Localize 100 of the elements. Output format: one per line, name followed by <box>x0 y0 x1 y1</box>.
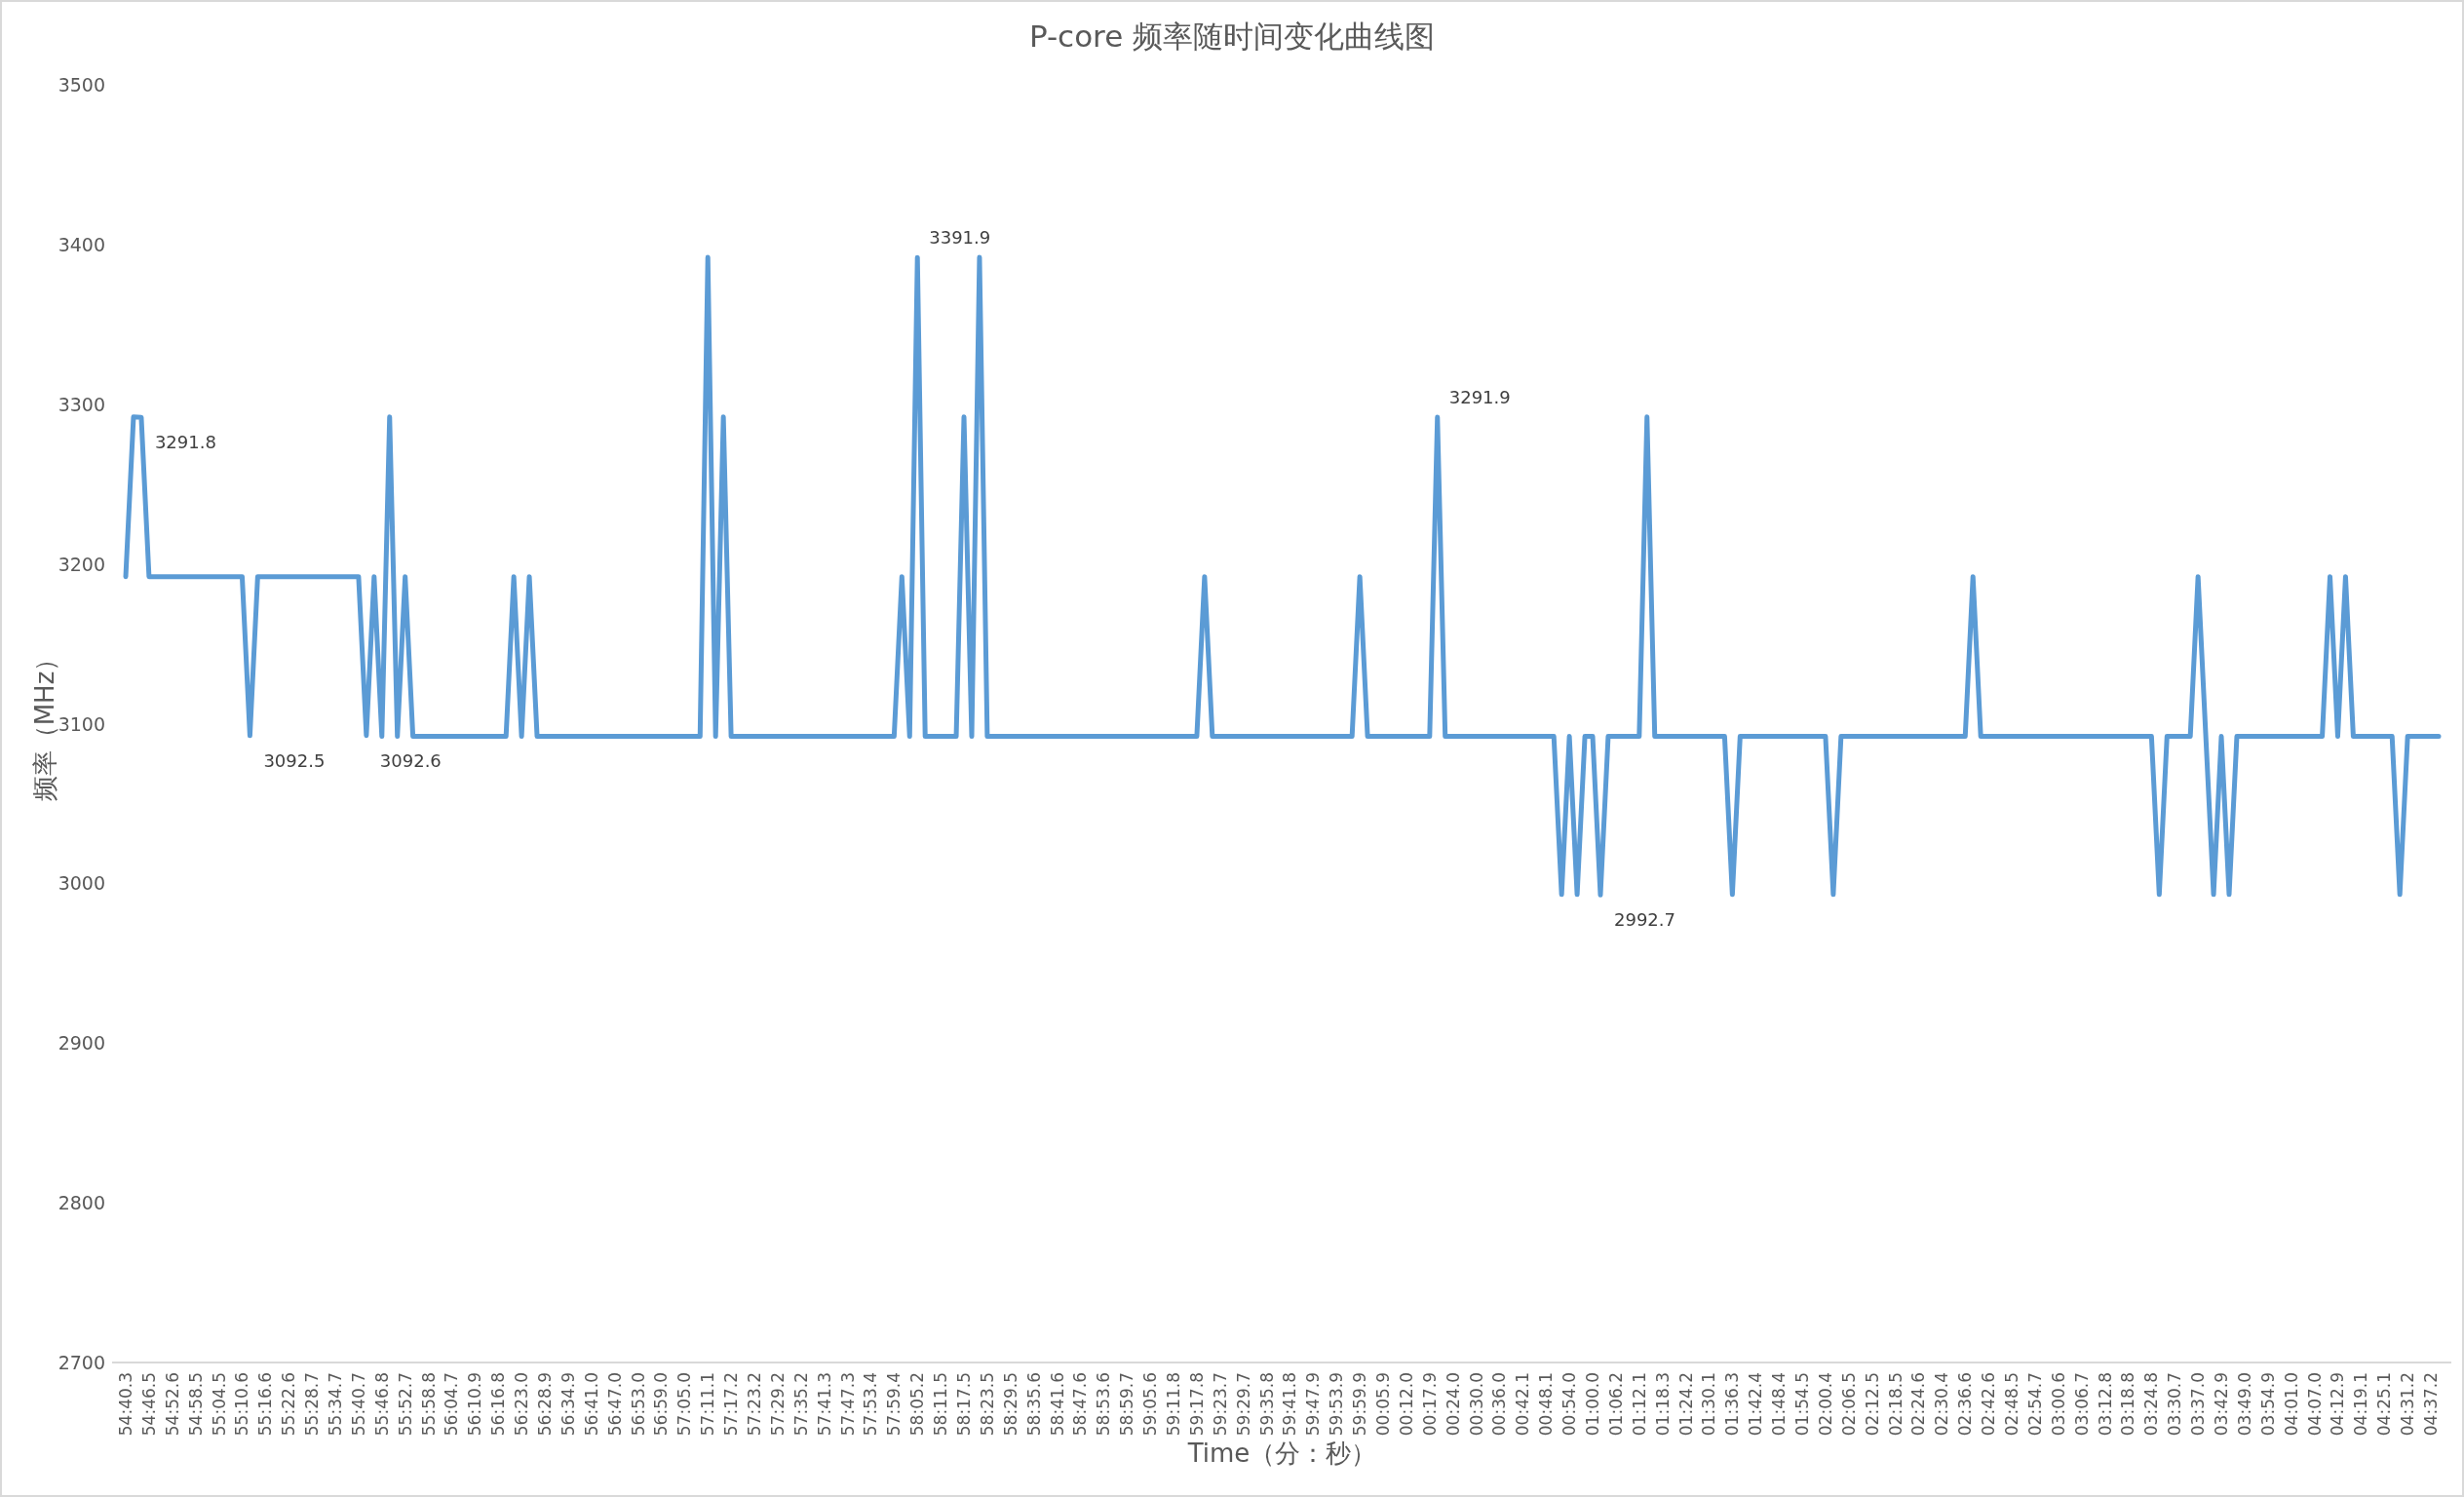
x-tick-label: 01:48.4 <box>1769 1372 1790 1437</box>
x-tick-label: 57:53.4 <box>861 1372 881 1437</box>
x-tick-label: 55:34.7 <box>326 1372 345 1437</box>
x-tick-label: 04:25.1 <box>2374 1372 2395 1437</box>
y-tick-label: 2900 <box>58 1032 105 1055</box>
x-tick-label: 58:05.2 <box>907 1372 928 1437</box>
x-tick-label: 58:23.5 <box>977 1372 997 1437</box>
x-tick-label: 59:11.8 <box>1164 1372 1184 1437</box>
data-label: 3092.6 <box>379 749 442 771</box>
x-tick-label: 03:12.8 <box>2095 1372 2115 1437</box>
x-tick-label: 55:52.7 <box>395 1372 415 1437</box>
x-tick-label: 55:58.8 <box>418 1372 439 1437</box>
x-tick-label: 54:52.6 <box>162 1372 182 1437</box>
x-tick-label: 58:35.6 <box>1023 1372 1044 1437</box>
x-tick-label: 02:00.4 <box>1815 1372 1835 1437</box>
y-tick-label: 3200 <box>58 553 105 575</box>
x-tick-label: 02:30.4 <box>1932 1372 1952 1437</box>
y-tick-label: 3000 <box>58 872 105 895</box>
x-tick-label: 02:42.6 <box>1979 1372 1999 1437</box>
x-tick-label: 03:30.7 <box>2165 1372 2185 1437</box>
x-tick-label: 55:04.5 <box>209 1372 229 1437</box>
x-tick-label: 59:17.8 <box>1186 1372 1207 1437</box>
x-tick-label: 02:48.5 <box>2002 1372 2022 1437</box>
data-label: 3291.8 <box>154 432 216 453</box>
x-tick-label: 04:01.0 <box>2281 1372 2301 1437</box>
x-tick-label: 00:30.0 <box>1466 1372 1486 1437</box>
x-tick-label: 54:40.3 <box>116 1372 135 1437</box>
x-tick-label: 54:58.5 <box>185 1372 206 1437</box>
x-tick-label: 00:05.9 <box>1373 1372 1394 1437</box>
x-tick-label: 55:10.6 <box>232 1372 252 1437</box>
x-tick-label: 58:41.6 <box>1047 1372 1067 1437</box>
x-tick-label: 55:40.7 <box>348 1372 368 1437</box>
x-tick-label: 01:24.2 <box>1675 1372 1696 1437</box>
data-label: 2992.7 <box>1613 909 1675 931</box>
x-tick-label: 02:06.5 <box>1838 1372 1859 1437</box>
x-tick-label: 57:17.2 <box>721 1372 742 1437</box>
x-tick-label: 04:07.0 <box>2304 1372 2325 1437</box>
x-tick-label: 03:37.0 <box>2188 1372 2209 1437</box>
x-tick-label: 04:12.9 <box>2328 1372 2348 1437</box>
x-tick-label: 03:54.9 <box>2257 1372 2278 1437</box>
chart-title: P-core 频率随时间变化曲线图 <box>1028 19 1436 54</box>
x-tick-label: 00:42.1 <box>1513 1372 1533 1437</box>
x-tick-label: 59:47.9 <box>1303 1372 1324 1437</box>
x-tick-label: 02:54.7 <box>2024 1372 2045 1437</box>
x-tick-label: 58:53.6 <box>1094 1372 1114 1437</box>
x-tick-label: 01:42.4 <box>1746 1372 1766 1437</box>
x-tick-label: 57:41.3 <box>814 1372 834 1437</box>
x-tick-label: 01:06.2 <box>1605 1372 1626 1437</box>
x-tick-label: 00:54.0 <box>1559 1372 1580 1437</box>
y-axis-title: 频率（MHz） <box>30 645 59 802</box>
x-tick-label: 57:47.3 <box>837 1372 858 1437</box>
y-tick-label: 3500 <box>58 74 105 96</box>
x-tick-label: 58:29.5 <box>1000 1372 1020 1437</box>
x-tick-label: 01:18.3 <box>1652 1372 1673 1437</box>
x-tick-label: 58:17.5 <box>954 1372 975 1437</box>
x-tick-label: 57:05.0 <box>674 1372 695 1437</box>
x-tick-label: 59:29.7 <box>1233 1372 1253 1437</box>
x-tick-label: 01:54.5 <box>1792 1372 1813 1437</box>
x-tick-label: 02:18.5 <box>1885 1372 1906 1437</box>
x-tick-label: 55:28.7 <box>302 1372 323 1437</box>
x-tick-label: 56:16.8 <box>488 1372 509 1437</box>
x-tick-label: 55:16.6 <box>255 1372 276 1437</box>
x-tick-label: 02:12.5 <box>1862 1372 1882 1437</box>
y-tick-label: 3400 <box>58 233 105 255</box>
x-tick-label: 59:59.9 <box>1350 1372 1370 1437</box>
x-tick-label: 00:48.1 <box>1536 1372 1557 1437</box>
y-tick-label: 3100 <box>58 712 105 735</box>
y-tick-label: 2800 <box>58 1192 105 1214</box>
x-tick-label: 03:42.9 <box>2212 1372 2232 1437</box>
x-tick-label: 56:47.0 <box>604 1372 625 1437</box>
data-label: 3391.9 <box>929 227 991 249</box>
x-tick-label: 56:34.9 <box>558 1372 578 1437</box>
x-tick-label: 59:05.6 <box>1140 1372 1161 1437</box>
data-label: 3092.5 <box>263 749 326 771</box>
x-tick-label: 01:36.3 <box>1722 1372 1743 1437</box>
x-tick-label: 58:59.7 <box>1117 1372 1137 1437</box>
x-tick-label: 57:35.2 <box>790 1372 811 1437</box>
x-tick-label: 01:12.1 <box>1629 1372 1649 1437</box>
x-axis-title: Time（分：秒） <box>1186 1439 1377 1468</box>
x-tick-label: 03:18.8 <box>2118 1372 2138 1437</box>
x-tick-label: 59:41.8 <box>1280 1372 1300 1437</box>
x-tick-label: 04:31.2 <box>2398 1372 2418 1437</box>
x-tick-label: 59:53.9 <box>1327 1372 1347 1437</box>
x-tick-label: 59:23.7 <box>1210 1372 1230 1437</box>
y-tick-label: 2700 <box>58 1352 105 1373</box>
x-tick-label: 57:29.2 <box>767 1372 788 1437</box>
x-tick-label: 00:12.0 <box>1396 1372 1416 1437</box>
x-tick-label: 58:47.6 <box>1070 1372 1091 1437</box>
x-tick-label: 57:23.2 <box>745 1372 765 1437</box>
x-tick-label: 03:24.8 <box>2141 1372 2162 1437</box>
x-tick-label: 56:10.9 <box>465 1372 485 1437</box>
x-tick-label: 56:53.0 <box>628 1372 648 1437</box>
x-tick-label: 56:59.0 <box>651 1372 672 1437</box>
x-tick-label: 56:23.0 <box>512 1372 532 1437</box>
x-tick-label: 02:36.6 <box>1955 1372 1976 1437</box>
x-tick-label: 55:22.6 <box>279 1372 299 1437</box>
x-tick-label: 00:17.9 <box>1419 1372 1440 1437</box>
x-tick-label: 56:04.7 <box>442 1372 462 1437</box>
x-tick-label: 58:11.5 <box>931 1372 951 1437</box>
x-tick-label: 54:46.5 <box>138 1372 159 1437</box>
